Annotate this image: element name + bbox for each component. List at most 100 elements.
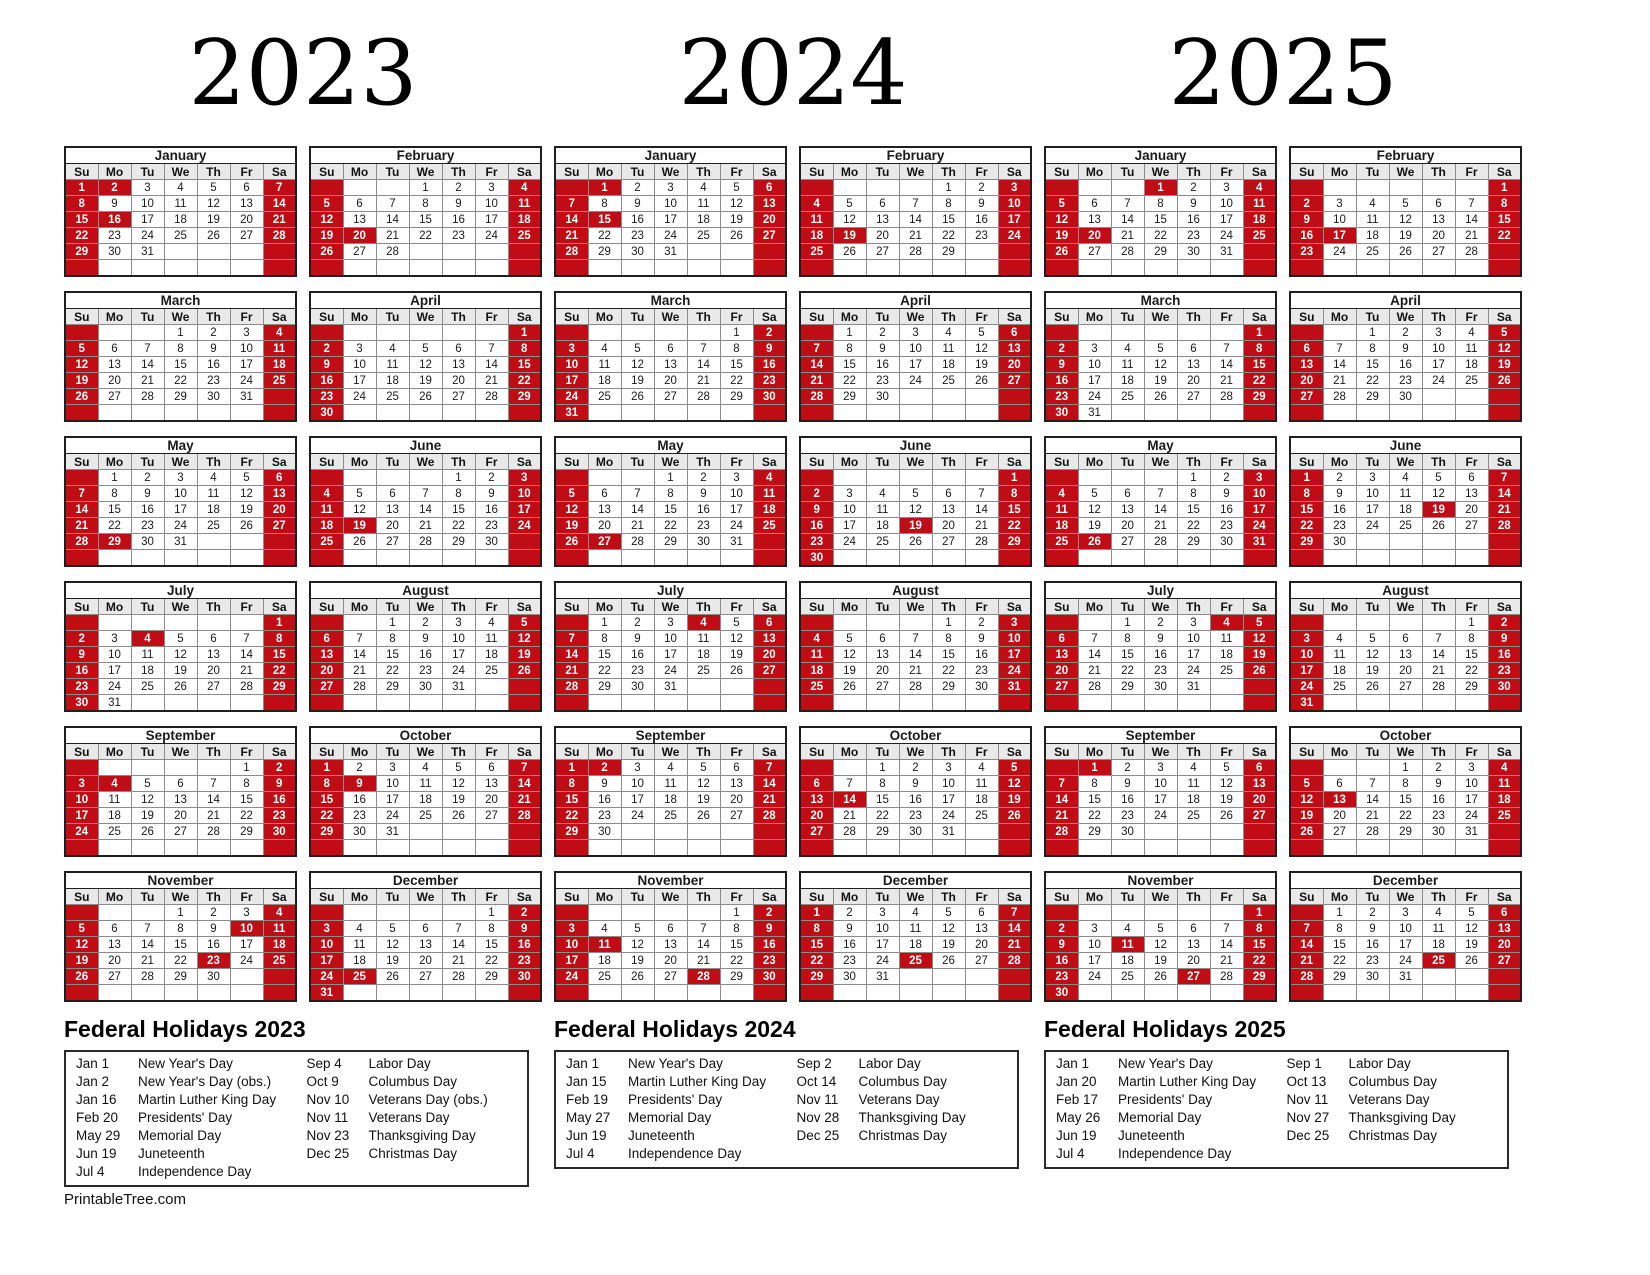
date-row: 6 7 8 9 10 11 12 xyxy=(1289,340,1522,357)
day-cell-empty xyxy=(1110,984,1145,1002)
weekday-header: Fr xyxy=(229,743,264,760)
day-cell: 16 xyxy=(752,356,787,373)
month-name-row: February xyxy=(799,146,1032,164)
day-cell: 18 xyxy=(1487,791,1522,808)
day-cell: 21 xyxy=(832,807,867,824)
day-cell: 21 xyxy=(1110,227,1145,244)
day-cell: 24 xyxy=(1388,952,1423,969)
day-cell: 9 xyxy=(898,775,933,792)
weekday-header: Th xyxy=(1176,888,1211,905)
day-cell: 14 xyxy=(686,356,721,373)
day-cell: 20 xyxy=(1421,227,1456,244)
date-row: 22 23 24 25 26 27 28 xyxy=(64,227,297,244)
day-cell: 27 xyxy=(1322,823,1357,840)
day-cell: 7 xyxy=(375,195,410,212)
weekday-header-row: Su Mo Tu We Th Fr Sa xyxy=(1289,888,1522,905)
day-cell-empty xyxy=(653,904,688,921)
day-cell: 1 xyxy=(1355,324,1390,341)
day-cell: 15 xyxy=(865,791,900,808)
day-cell-empty xyxy=(832,984,867,1002)
day-cell-empty xyxy=(97,904,132,921)
day-cell: 16 xyxy=(1355,936,1390,953)
day-cell: 25 xyxy=(1388,517,1423,534)
weekday-header: Sa xyxy=(752,453,787,470)
day-cell: 13 xyxy=(1454,485,1489,502)
day-cell: 31 xyxy=(163,533,198,550)
weekday-header: Fr xyxy=(1209,888,1244,905)
weekday-header-row: Su Mo Tu We Th Fr Sa xyxy=(799,743,1032,760)
day-cell-empty xyxy=(752,694,787,712)
month-calendar-september: September Su Mo Tu We Th Fr Sa 1 2 3 4 5 6 7 8 9 10 11 12 13… xyxy=(1044,726,1277,857)
month-calendar-april: April Su Mo Tu We Th Fr Sa 1 2 3 4 5 6 7 8 9 10 11 12 13 14 15… xyxy=(1289,291,1522,422)
day-cell: 24 xyxy=(1421,372,1456,389)
day-cell: 10 xyxy=(653,195,688,212)
day-cell: 26 xyxy=(229,517,264,534)
day-cell: 16 xyxy=(620,211,655,228)
date-row: 26 27 28 29 30 31 xyxy=(1044,243,1277,260)
day-cell-empty xyxy=(686,839,721,857)
day-cell: 6 xyxy=(408,920,443,937)
weekday-header: Mo xyxy=(342,743,377,760)
day-cell: 21 xyxy=(686,952,721,969)
day-cell-empty xyxy=(964,243,999,260)
day-cell: 6 xyxy=(375,485,410,502)
day-cell: 18 xyxy=(931,356,966,373)
day-cell: 3 xyxy=(1421,324,1456,341)
day-cell: 11 xyxy=(342,936,377,953)
holiday-entry: Oct 13 Columbus Day xyxy=(1277,1073,1508,1091)
day-cell: 8 xyxy=(1355,340,1390,357)
day-cell: 20 xyxy=(375,517,410,534)
holiday-date: Sep 4 xyxy=(306,1056,342,1071)
day-cell: 18 xyxy=(474,646,509,663)
day-cell: 21 xyxy=(554,662,589,679)
date-row: 10 11 12 13 14 15 16 xyxy=(309,936,542,953)
day-cell: 17 xyxy=(130,211,165,228)
weekday-header: Tu xyxy=(130,453,165,470)
weekday-header: Sa xyxy=(1242,163,1277,180)
day-cell: 1 xyxy=(554,759,589,776)
day-cell: 11 xyxy=(1487,775,1522,792)
weekday-header: Tu xyxy=(130,888,165,905)
day-cell: 12 xyxy=(1209,775,1244,792)
day-cell: 15 xyxy=(799,936,834,953)
day-cell: 1 xyxy=(1242,904,1277,921)
day-cell-empty xyxy=(474,694,509,712)
day-cell: 5 xyxy=(196,179,231,196)
day-cell: 24 xyxy=(1355,517,1390,534)
month-title: July xyxy=(64,581,297,599)
day-cell: 1 xyxy=(163,904,198,921)
date-row: 15 16 17 18 19 20 21 xyxy=(1289,501,1522,518)
day-cell: 11 xyxy=(752,485,787,502)
day-cell: 4 xyxy=(1355,195,1390,212)
day-cell: 31 xyxy=(309,984,344,1002)
day-cell: 9 xyxy=(620,195,655,212)
day-cell-empty xyxy=(474,549,509,567)
day-cell: 21 xyxy=(64,517,99,534)
date-row: 15 16 17 18 19 20 21 xyxy=(799,936,1032,953)
day-cell: 1 xyxy=(1110,614,1145,631)
day-cell: 14 xyxy=(554,211,589,228)
weekday-header: Tu xyxy=(865,598,900,615)
weekday-header: We xyxy=(1388,163,1423,180)
weekday-header: Mo xyxy=(832,598,867,615)
day-cell-empty xyxy=(441,694,476,712)
day-cell: 3 xyxy=(1322,195,1357,212)
month-calendar-november: November Su Mo Tu We Th Fr Sa 1 2 3 4 5 6 7 8 9 10 11 12 13 1… xyxy=(64,871,297,1002)
holiday-name: Independence Day xyxy=(1118,1146,1232,1161)
day-cell: 6 xyxy=(441,340,476,357)
day-cell: 27 xyxy=(1176,388,1211,405)
day-cell: 28 xyxy=(474,388,509,405)
day-cell: 22 xyxy=(474,952,509,969)
holiday-entry: Dec 25 Christmas Day xyxy=(787,1127,1018,1145)
day-cell: 1 xyxy=(799,904,834,921)
day-cell-empty xyxy=(163,839,198,857)
weekday-header: Mo xyxy=(342,888,377,905)
day-cell: 25 xyxy=(262,372,297,389)
day-cell: 1 xyxy=(587,179,622,196)
